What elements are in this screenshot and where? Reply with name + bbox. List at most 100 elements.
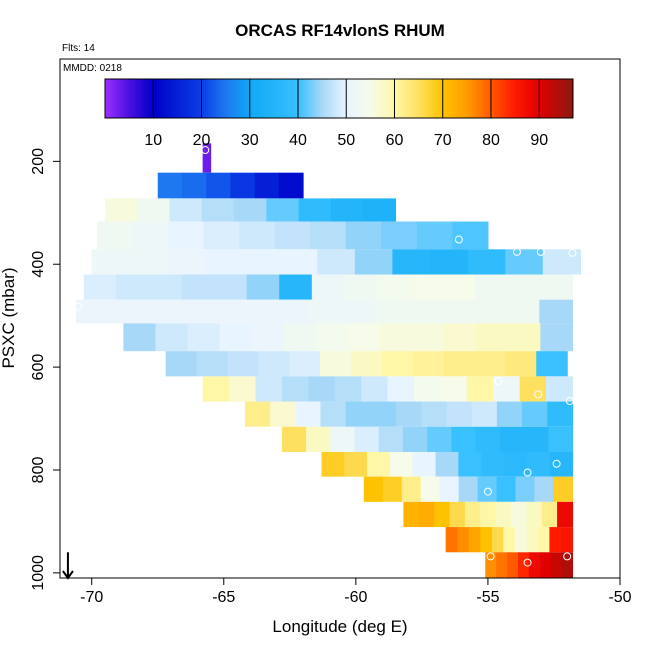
colorbar-swatch bbox=[392, 79, 395, 118]
colorbar-swatch bbox=[546, 79, 550, 118]
heatmap-cell bbox=[387, 376, 415, 402]
colorbar-swatch bbox=[570, 79, 574, 118]
flight-marker bbox=[486, 552, 495, 561]
heatmap-cell bbox=[409, 274, 443, 300]
colorbar-swatch bbox=[519, 79, 523, 118]
heatmap-band bbox=[281, 426, 574, 452]
heatmap-cell bbox=[340, 299, 375, 324]
heatmap-cell bbox=[412, 451, 437, 477]
colorbar-swatch bbox=[218, 79, 222, 118]
colorbar-swatch bbox=[124, 79, 128, 118]
heatmap-cell bbox=[175, 299, 209, 324]
heatmap-cell bbox=[201, 198, 235, 222]
heatmap-cell bbox=[442, 274, 476, 300]
colorbar-swatch bbox=[433, 79, 436, 118]
date-label: MMDD: 0218 bbox=[63, 63, 122, 74]
colorbar-swatch bbox=[377, 79, 381, 118]
heatmap-cell bbox=[537, 527, 550, 553]
colorbar-swatch bbox=[413, 79, 417, 118]
heatmap-cell bbox=[474, 351, 506, 377]
heatmap-cell bbox=[229, 376, 257, 402]
colorbar-swatch bbox=[505, 79, 509, 118]
heatmap-band bbox=[157, 172, 304, 199]
colorbar-swatch bbox=[203, 79, 207, 118]
heatmap-cell bbox=[517, 552, 530, 578]
heatmap-cell bbox=[345, 221, 382, 250]
heatmap-cell bbox=[354, 426, 380, 452]
colorbar-swatch bbox=[560, 79, 564, 118]
colorbar-swatch bbox=[500, 79, 504, 118]
heatmap-cell bbox=[96, 221, 134, 250]
colorbar-tick-label: 40 bbox=[289, 132, 307, 149]
heatmap-cell bbox=[440, 299, 474, 324]
heatmap-band bbox=[165, 351, 568, 377]
colorbar-swatch bbox=[228, 79, 231, 118]
flight-marker bbox=[512, 247, 521, 256]
heatmap-cell bbox=[378, 426, 404, 452]
heatmap-cell bbox=[524, 426, 549, 452]
heatmap-cell bbox=[416, 221, 453, 250]
y-tick-label: 200 bbox=[30, 148, 47, 175]
colorbar-swatch bbox=[503, 79, 506, 118]
colorbar-swatch bbox=[416, 79, 420, 118]
colorbar-swatch bbox=[223, 79, 227, 118]
colorbar-swatch bbox=[565, 79, 569, 118]
colorbar-swatch bbox=[261, 79, 265, 118]
colorbar-swatch bbox=[165, 79, 169, 118]
colorbar-swatch bbox=[312, 79, 316, 118]
colorbar-swatch bbox=[382, 79, 386, 118]
heatmap-cell bbox=[547, 401, 574, 427]
flights-label: Flts: 14 bbox=[62, 43, 95, 54]
colorbar-swatch bbox=[524, 79, 528, 118]
heatmap-cell bbox=[266, 198, 300, 222]
heatmap-cell bbox=[132, 221, 169, 250]
heatmap-cell bbox=[241, 299, 276, 324]
heatmap-cell bbox=[504, 451, 528, 477]
colorbar-swatch bbox=[428, 79, 432, 118]
colorbar-swatch bbox=[548, 79, 552, 118]
heatmap-layer bbox=[75, 143, 581, 578]
heatmap-cell bbox=[298, 198, 332, 222]
heatmap-cell bbox=[380, 323, 413, 352]
colorbar-swatch bbox=[442, 79, 446, 118]
colorbar-swatch bbox=[522, 79, 526, 118]
flight-marker bbox=[98, 208, 107, 217]
heatmap-cell bbox=[542, 249, 581, 275]
colorbar-swatch bbox=[360, 79, 364, 118]
colorbar-swatch bbox=[551, 79, 555, 118]
heatmap-cell bbox=[491, 527, 504, 553]
colorbar-swatch bbox=[435, 79, 439, 118]
heatmap-cell bbox=[91, 249, 130, 275]
heatmap-cell bbox=[541, 501, 558, 528]
colorbar-swatch bbox=[191, 79, 195, 118]
heatmap-cell bbox=[526, 451, 551, 477]
colorbar-swatch bbox=[138, 79, 142, 118]
heatmap-cell bbox=[310, 221, 347, 250]
heatmap-cell bbox=[214, 274, 248, 300]
heatmap-cell bbox=[242, 249, 281, 275]
heatmap-cell bbox=[157, 172, 183, 199]
colorbar-swatch bbox=[425, 79, 429, 118]
heatmap-cell bbox=[471, 401, 498, 427]
heatmap-band bbox=[96, 221, 489, 250]
colorbar-swatch bbox=[322, 79, 326, 118]
colorbar-swatch bbox=[297, 79, 301, 118]
colorbar-swatch bbox=[375, 79, 379, 118]
colorbar-swatch bbox=[355, 79, 359, 118]
heatmap-cell bbox=[435, 451, 459, 477]
heatmap-cell bbox=[439, 476, 460, 502]
heatmap-cell bbox=[510, 501, 527, 528]
colorbar-swatch bbox=[430, 79, 434, 118]
heatmap-band bbox=[321, 451, 574, 477]
colorbar-swatch bbox=[143, 79, 147, 118]
heatmap-cell bbox=[381, 351, 414, 377]
colorbar-swatch bbox=[384, 79, 388, 118]
heatmap-cell bbox=[539, 299, 574, 324]
colorbar-swatch bbox=[544, 79, 547, 118]
colorbar-swatch bbox=[167, 79, 171, 118]
heatmap-cell bbox=[169, 198, 203, 222]
heatmap-cell bbox=[251, 323, 285, 352]
heatmap-band bbox=[202, 143, 212, 173]
colorbar-swatch bbox=[341, 79, 345, 118]
